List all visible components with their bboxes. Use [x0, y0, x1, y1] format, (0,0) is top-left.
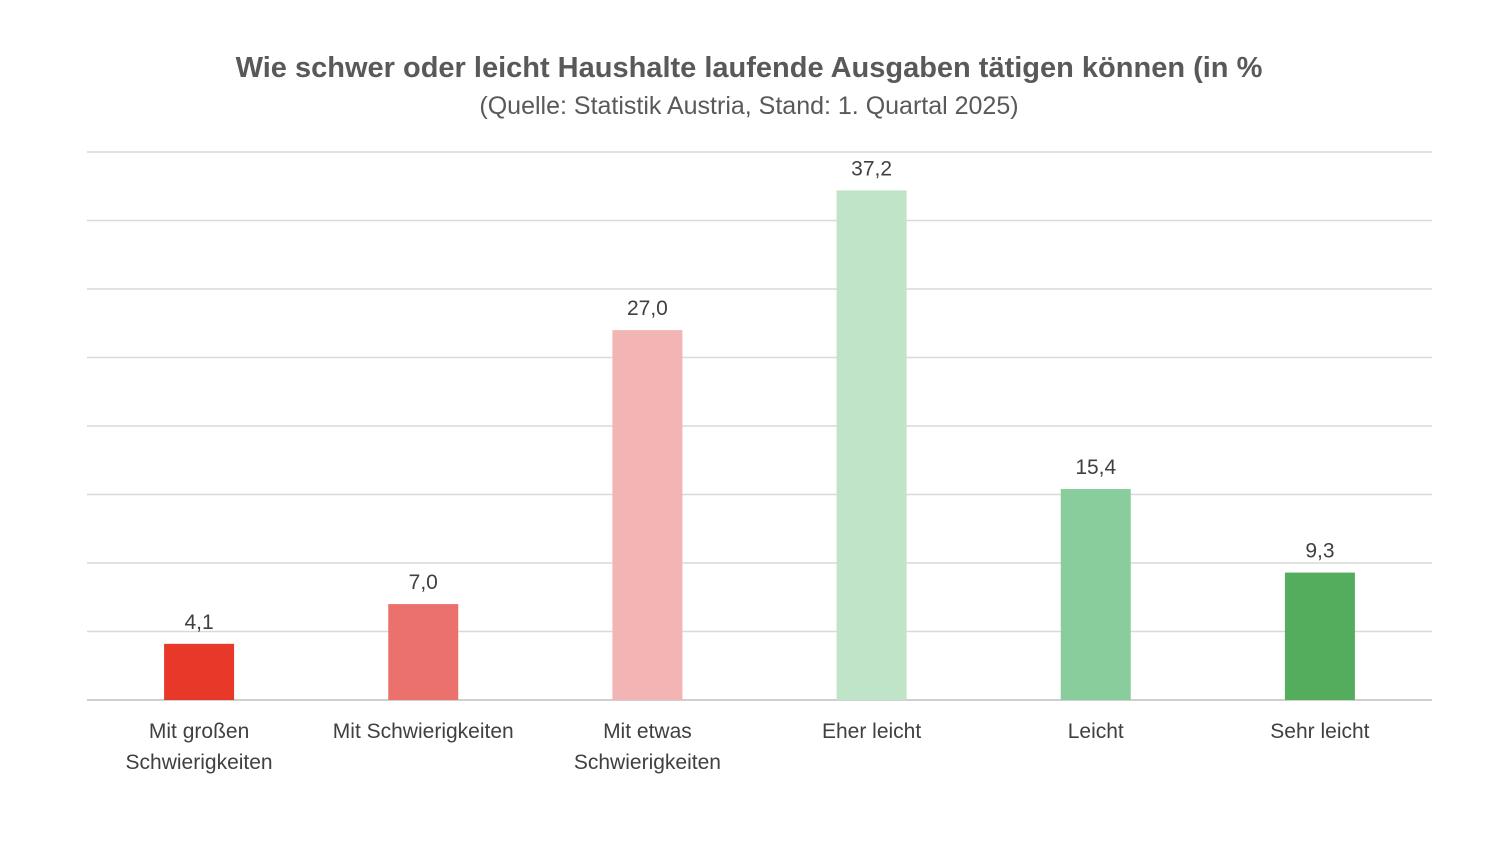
bar — [612, 330, 683, 700]
data-label: 27,0 — [627, 297, 668, 320]
data-label: 15,4 — [1075, 456, 1116, 479]
category-label: Sehr leicht — [1270, 720, 1369, 743]
chart-title: Wie schwer oder leicht Haushalte laufend… — [235, 52, 1263, 84]
data-label: 9,3 — [1305, 540, 1334, 563]
bar — [164, 643, 235, 700]
category-label: Schwierigkeiten — [126, 751, 273, 774]
category-label: Mit Schwierigkeiten — [333, 720, 514, 743]
chart-subtitle: (Quelle: Statistik Austria, Stand: 1. Qu… — [479, 92, 1019, 120]
data-label: 7,0 — [409, 571, 438, 594]
data-label: 37,2 — [851, 157, 892, 180]
category-label: Eher leicht — [822, 720, 921, 743]
category-label: Leicht — [1068, 720, 1124, 743]
bar — [1060, 489, 1131, 700]
bar — [1284, 572, 1355, 700]
category-label: Mit etwas — [603, 720, 692, 743]
category-label: Mit großen — [149, 720, 249, 743]
category-label: Schwierigkeiten — [574, 751, 721, 774]
data-label: 4,1 — [184, 611, 213, 634]
bar — [836, 190, 907, 701]
bar — [388, 604, 459, 700]
